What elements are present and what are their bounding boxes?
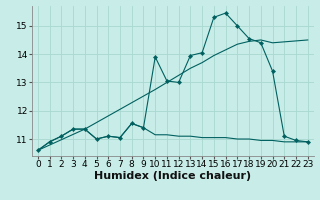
X-axis label: Humidex (Indice chaleur): Humidex (Indice chaleur): [94, 171, 252, 181]
